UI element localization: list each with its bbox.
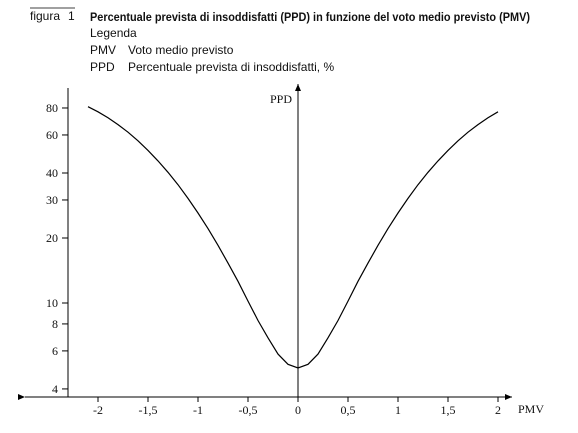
x-tick-label: 0,5 [341, 403, 356, 417]
x-tick-label: -1 [193, 403, 203, 417]
y-tick-label: 60 [46, 128, 58, 142]
x-tick-label: 1 [395, 403, 401, 417]
y-tick-label: 8 [52, 317, 58, 331]
legend-symbol: PPD [90, 60, 115, 74]
y-tick-label: 40 [46, 166, 58, 180]
x-tick-label: -1,5 [139, 403, 158, 417]
legend-description: Percentuale prevista di insoddisfatti, % [128, 60, 334, 74]
y-tick-label: 20 [46, 231, 58, 245]
y-tick-label: 80 [46, 101, 58, 115]
x-axis-label: PMV [518, 402, 544, 416]
y-tick-label: 10 [46, 296, 58, 310]
y-axis-label: PPD [270, 92, 292, 106]
legend-symbol: PMV [90, 43, 116, 57]
figure-label: figura [30, 9, 60, 23]
figure-number: 1 [68, 9, 75, 23]
x-tick-label: 1,5 [441, 403, 456, 417]
y-tick-label: 30 [46, 193, 58, 207]
y-tick-label: 4 [52, 382, 58, 396]
x-tick-label: -0,5 [239, 403, 258, 417]
x-tick-label: -2 [93, 403, 103, 417]
x-tick-label: 0 [295, 403, 301, 417]
chart-title: Percentuale prevista di insoddisfatti (P… [90, 10, 530, 24]
legend-title: Legenda [90, 26, 137, 40]
data-line [87, 106, 499, 369]
legend-description: Voto medio previsto [128, 43, 234, 57]
y-tick-label: 6 [52, 344, 58, 358]
x-tick-label: 2 [495, 403, 501, 417]
